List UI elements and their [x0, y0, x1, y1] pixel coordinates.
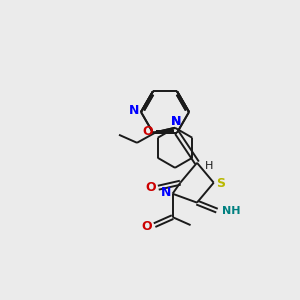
Text: S: S: [216, 177, 225, 190]
Text: N: N: [171, 115, 181, 128]
Text: N: N: [171, 115, 181, 128]
Text: O: O: [141, 220, 152, 232]
Text: O: O: [145, 181, 156, 194]
Text: N: N: [129, 104, 139, 118]
Text: O: O: [143, 125, 153, 138]
Text: NH: NH: [222, 206, 241, 216]
Text: H: H: [205, 161, 213, 171]
Text: N: N: [160, 186, 171, 199]
